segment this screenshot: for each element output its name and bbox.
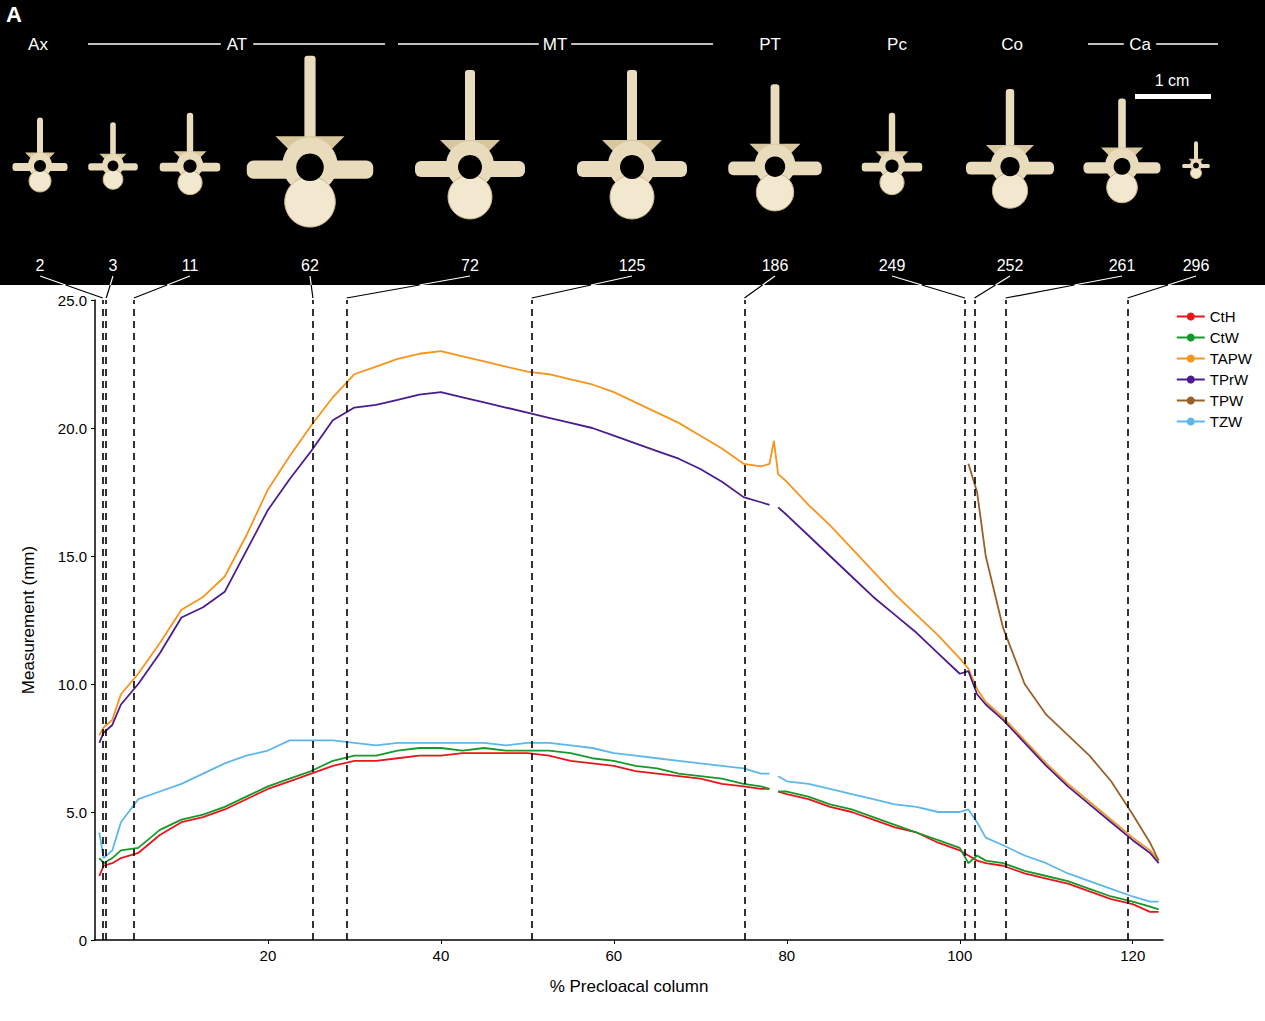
svg-text:100: 100 <box>947 947 972 964</box>
svg-text:186: 186 <box>762 257 789 274</box>
svg-text:261: 261 <box>1109 257 1136 274</box>
svg-text:TAPW: TAPW <box>1210 350 1253 367</box>
svg-text:Ca: Ca <box>1129 35 1151 54</box>
svg-text:296: 296 <box>1183 257 1210 274</box>
svg-text:CtW: CtW <box>1210 329 1240 346</box>
svg-text:TPrW: TPrW <box>1210 371 1249 388</box>
svg-text:0: 0 <box>79 932 87 949</box>
svg-text:TZW: TZW <box>1210 413 1243 430</box>
svg-text:125: 125 <box>619 257 646 274</box>
svg-text:Co: Co <box>1001 35 1023 54</box>
svg-text:15.0: 15.0 <box>58 548 87 565</box>
svg-text:62: 62 <box>301 257 319 274</box>
svg-text:249: 249 <box>879 257 906 274</box>
svg-text:5.0: 5.0 <box>66 804 87 821</box>
svg-text:Ax: Ax <box>28 35 48 54</box>
svg-text:2: 2 <box>36 257 45 274</box>
svg-text:11: 11 <box>182 257 199 274</box>
svg-text:CtH: CtH <box>1210 308 1236 325</box>
svg-text:Measurement (mm): Measurement (mm) <box>19 546 38 694</box>
svg-text:20.0: 20.0 <box>58 420 87 437</box>
svg-text:1 cm: 1 cm <box>1155 72 1190 89</box>
svg-text:AT: AT <box>227 35 247 54</box>
svg-text:% Precloacal column: % Precloacal column <box>550 977 709 996</box>
svg-text:80: 80 <box>778 947 795 964</box>
svg-text:A: A <box>6 2 22 27</box>
svg-text:72: 72 <box>461 257 479 274</box>
svg-text:MT: MT <box>543 35 568 54</box>
svg-text:3: 3 <box>109 257 118 274</box>
svg-text:60: 60 <box>606 947 623 964</box>
svg-text:TPW: TPW <box>1210 392 1244 409</box>
svg-text:252: 252 <box>997 257 1024 274</box>
svg-text:PT: PT <box>759 35 781 54</box>
svg-text:120: 120 <box>1120 947 1145 964</box>
svg-text:20: 20 <box>260 947 277 964</box>
svg-text:Pc: Pc <box>887 35 907 54</box>
svg-text:25.0: 25.0 <box>58 292 87 309</box>
svg-text:40: 40 <box>433 947 450 964</box>
svg-text:10.0: 10.0 <box>58 676 87 693</box>
